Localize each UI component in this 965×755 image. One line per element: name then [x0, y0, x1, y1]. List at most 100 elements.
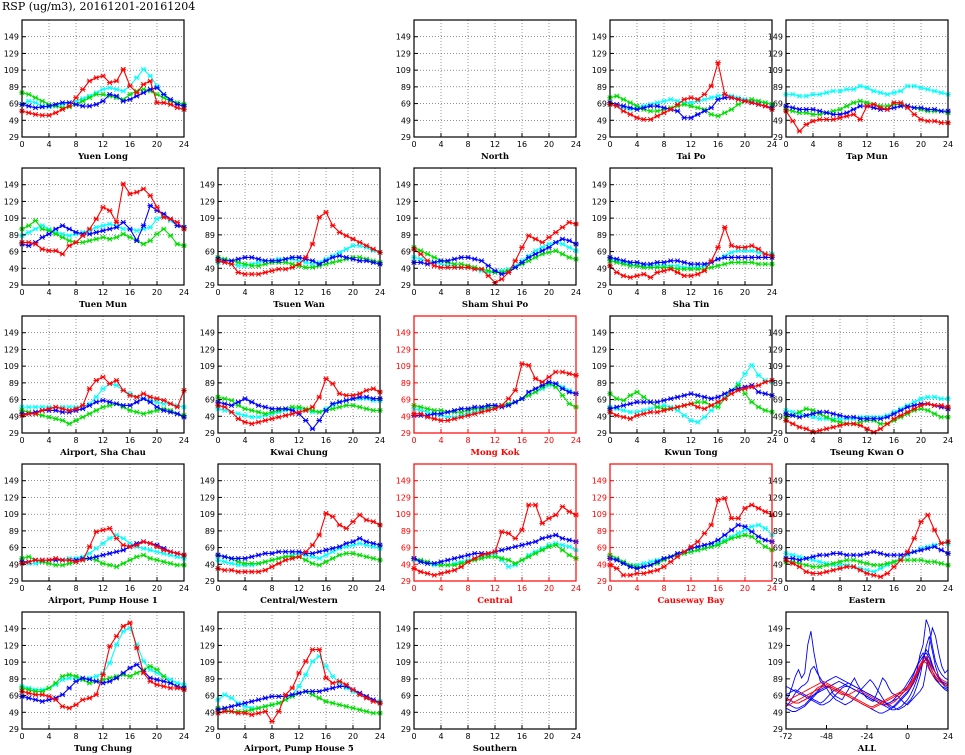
x-tick-label: 8 — [661, 436, 666, 445]
data-point — [539, 547, 546, 553]
data-point — [877, 416, 884, 422]
data-point — [316, 409, 323, 415]
data-point — [850, 100, 857, 106]
data-point — [715, 96, 721, 102]
data-point — [512, 535, 519, 541]
x-tick-label: 20 — [152, 584, 162, 593]
data-point — [282, 692, 289, 698]
data-point — [100, 404, 106, 410]
data-point — [471, 256, 478, 262]
data-point — [235, 702, 242, 708]
data-point — [823, 409, 830, 415]
data-point — [363, 258, 370, 264]
data-point — [140, 411, 147, 417]
data-point — [667, 106, 674, 112]
x-tick-label: 4 — [634, 288, 639, 297]
data-point — [850, 421, 857, 427]
data-point — [73, 101, 79, 107]
panel-title-central: Central — [477, 596, 513, 606]
data-point — [620, 258, 627, 264]
y-tick-label: 69 — [205, 544, 215, 553]
y-tick-label: 149 — [4, 625, 19, 634]
data-point — [106, 80, 113, 86]
y-tick-label: 109 — [4, 510, 19, 519]
data-point — [336, 404, 343, 410]
data-point — [242, 412, 248, 419]
data-point — [654, 567, 661, 573]
data-point — [762, 251, 769, 257]
y-tick-label: 129 — [4, 49, 19, 58]
data-point — [336, 391, 343, 397]
data-point — [485, 263, 492, 269]
data-point — [120, 402, 127, 408]
data-point — [552, 542, 559, 548]
data-point — [816, 570, 823, 577]
data-point — [451, 562, 458, 568]
data-point — [661, 407, 667, 413]
data-point — [694, 404, 701, 410]
data-point — [512, 258, 519, 264]
data-point — [309, 658, 316, 664]
data-point — [228, 708, 235, 715]
y-tick-label: 49 — [9, 264, 19, 273]
data-point — [911, 83, 918, 89]
x-tick-label: 20 — [740, 584, 750, 593]
data-point — [113, 219, 120, 225]
data-point — [160, 91, 167, 97]
data-point — [93, 216, 100, 222]
data-point — [255, 710, 262, 716]
x-tick-label: 8 — [837, 584, 842, 593]
data-point — [66, 685, 73, 691]
y-tick-label: 69 — [9, 248, 19, 257]
data-point — [363, 243, 370, 249]
data-point — [721, 254, 728, 260]
data-point — [329, 254, 336, 260]
data-point — [931, 559, 938, 565]
data-point — [627, 274, 634, 281]
data-point — [316, 549, 323, 555]
data-point — [816, 552, 823, 558]
data-point — [647, 103, 654, 109]
x-tick-label: 16 — [889, 436, 899, 445]
data-point — [120, 231, 127, 237]
data-point — [309, 258, 316, 264]
x-tick-label: 16 — [125, 140, 135, 149]
data-point — [897, 412, 904, 419]
data-point — [174, 411, 181, 417]
data-point — [343, 233, 350, 239]
x-tick-label: 24 — [179, 436, 189, 445]
data-point — [498, 276, 505, 282]
data-point — [742, 524, 748, 530]
data-point — [755, 261, 762, 267]
data-point — [120, 219, 127, 225]
y-tick-label: 69 — [401, 692, 411, 701]
data-point — [654, 264, 661, 271]
data-point — [870, 572, 877, 578]
data-point — [539, 520, 546, 526]
data-point — [120, 88, 127, 94]
data-point — [127, 191, 133, 197]
data-point — [816, 564, 823, 570]
data-point — [552, 532, 559, 538]
x-tick-label: 0 — [19, 584, 24, 593]
data-point — [269, 258, 275, 264]
data-point — [370, 519, 377, 525]
data-point — [147, 73, 154, 79]
data-point — [100, 680, 106, 686]
data-point — [93, 545, 100, 551]
data-point — [789, 118, 796, 124]
data-point — [674, 404, 681, 410]
data-point — [884, 570, 891, 577]
y-tick-label: 149 — [592, 181, 607, 190]
data-point — [688, 273, 694, 279]
data-point — [316, 394, 323, 400]
data-point — [789, 560, 796, 567]
data-point — [816, 91, 823, 97]
data-point — [552, 229, 559, 235]
data-point — [66, 672, 73, 678]
data-point — [73, 95, 79, 101]
data-point — [242, 710, 248, 716]
data-point — [262, 411, 269, 417]
y-tick-label: 89 — [401, 675, 411, 684]
